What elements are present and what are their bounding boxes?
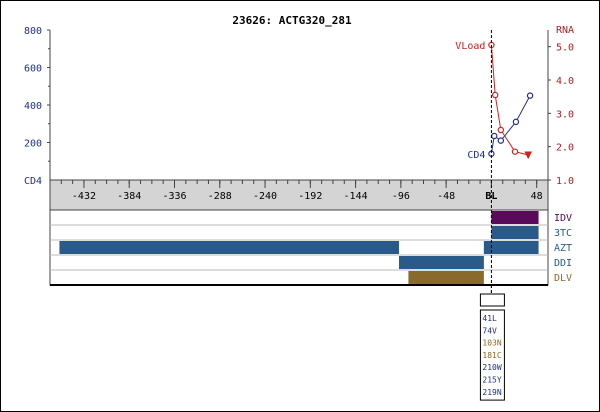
left-tick-label: 400	[24, 101, 42, 112]
right-axis-label: RNA	[556, 25, 574, 36]
cd4-point	[512, 118, 520, 126]
mutation-label: 210W	[482, 363, 501, 372]
gantt-row-label: DLV	[554, 273, 572, 284]
vload-point	[497, 126, 505, 134]
vload-series-label: VLoad	[455, 41, 485, 52]
gantt-bar	[59, 241, 399, 254]
mutation-label: 215Y	[482, 376, 501, 385]
x-tick-label: -336	[162, 191, 186, 202]
x-tick-label: -192	[298, 191, 322, 202]
cd4-point	[497, 137, 505, 144]
left-tick-label: 600	[24, 64, 42, 75]
mutation-panel: 41L 74V 103N 181C 210W 215Y 219N	[479, 293, 505, 401]
left-tick-label: 200	[24, 139, 42, 150]
x-tick-label: -240	[253, 191, 277, 202]
x-tick-label: -96	[392, 191, 410, 202]
treatment-gantt: IDV 3TC AZT DDI DLV	[49, 209, 572, 300]
gantt-bar	[483, 241, 539, 254]
cd4-point	[491, 132, 498, 140]
mutation-list-box	[479, 309, 505, 401]
x-tick-label: -288	[208, 191, 232, 202]
mutation-label: 74V	[482, 326, 497, 335]
gantt-row-label: DDI	[554, 258, 572, 269]
right-tick-label: 2.0	[556, 143, 574, 154]
cd4-series-label: CD4	[467, 150, 485, 161]
right-tick-label: 5.0	[556, 43, 574, 54]
right-tick-label: 4.0	[556, 76, 574, 87]
gantt-row-label: 3TC	[554, 228, 572, 239]
chart-title: 23626: ACTG320_281	[232, 14, 352, 27]
x-tick-label: -144	[344, 191, 368, 202]
vload-point	[491, 91, 499, 99]
right-tick-label: 3.0	[556, 109, 574, 120]
x-tick-label: -432	[72, 191, 96, 202]
gantt-bar	[491, 226, 539, 239]
gantt-bar	[408, 271, 484, 284]
gantt-bar	[398, 256, 484, 269]
cd4-point	[526, 92, 534, 99]
gantt-row-label: IDV	[554, 213, 572, 224]
mutation-label: 219N	[482, 388, 501, 397]
vload-point	[524, 151, 533, 160]
mutation-label: 41L	[482, 314, 497, 323]
x-tick-label: -48	[437, 191, 455, 202]
mutation-label: 181C	[482, 351, 501, 360]
left-tick-label: 800	[24, 26, 42, 37]
mutation-header-box	[479, 293, 505, 307]
x-tick-label: 48	[531, 191, 543, 202]
right-tick-label: 1.0	[556, 176, 574, 187]
vload-point	[511, 148, 519, 155]
mutation-label: 103N	[482, 339, 501, 348]
x-tick-label: -384	[117, 191, 141, 202]
x-axis-band	[49, 179, 549, 211]
left-axis-label: CD4	[24, 176, 42, 187]
gantt-bar	[491, 211, 539, 224]
gantt-row-label: AZT	[554, 243, 572, 254]
